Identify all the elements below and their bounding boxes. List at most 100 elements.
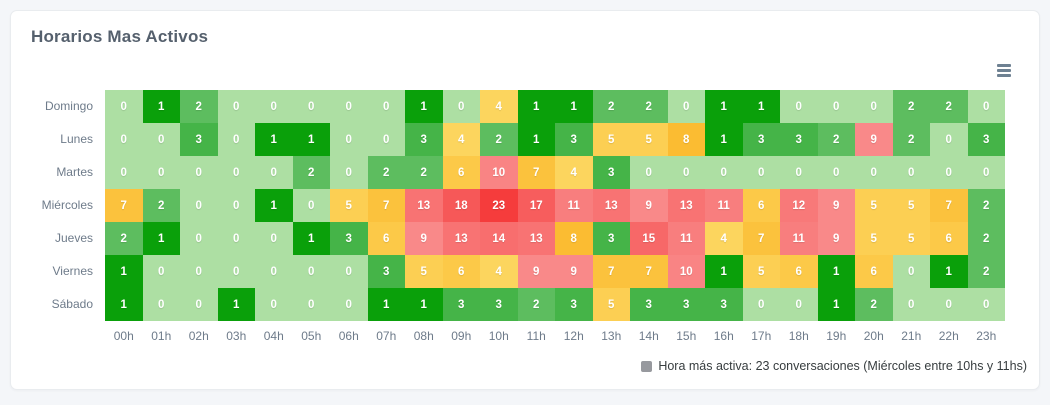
heatmap-cell[interactable]: 1 — [405, 90, 443, 123]
heatmap-cell[interactable]: 12 — [780, 189, 818, 222]
heatmap-cell[interactable]: 0 — [892, 288, 930, 321]
heatmap-cell[interactable]: 6 — [855, 255, 893, 288]
heatmap-cell[interactable]: 0 — [967, 156, 1005, 189]
heatmap-cell[interactable]: 0 — [142, 255, 180, 288]
heatmap-cell[interactable]: 4 — [480, 90, 518, 123]
heatmap-cell[interactable]: 4 — [480, 255, 518, 288]
heatmap-cell[interactable]: 1 — [255, 123, 293, 156]
heatmap-cell[interactable]: 0 — [930, 288, 968, 321]
heatmap-cell[interactable]: 11 — [667, 222, 705, 255]
heatmap-cell[interactable]: 0 — [255, 255, 293, 288]
heatmap-cell[interactable]: 0 — [105, 90, 143, 123]
heatmap-cell[interactable]: 1 — [930, 255, 968, 288]
heatmap-cell[interactable]: 1 — [255, 189, 293, 222]
heatmap-cell[interactable]: 0 — [180, 156, 218, 189]
heatmap-cell[interactable]: 0 — [892, 255, 930, 288]
heatmap-cell[interactable]: 0 — [330, 156, 368, 189]
heatmap-cell[interactable]: 0 — [367, 123, 405, 156]
heatmap-cell[interactable]: 13 — [667, 189, 705, 222]
heatmap-cell[interactable]: 3 — [967, 123, 1005, 156]
heatmap-cell[interactable]: 5 — [630, 123, 668, 156]
heatmap-cell[interactable]: 0 — [180, 222, 218, 255]
heatmap-cell[interactable]: 3 — [780, 123, 818, 156]
heatmap-cell[interactable]: 1 — [105, 288, 143, 321]
heatmap-cell[interactable]: 5 — [855, 222, 893, 255]
heatmap-cell[interactable]: 2 — [142, 189, 180, 222]
heatmap-cell[interactable]: 1 — [817, 255, 855, 288]
heatmap-cell[interactable]: 0 — [217, 156, 255, 189]
heatmap-cell[interactable]: 18 — [442, 189, 480, 222]
heatmap-cell[interactable]: 11 — [780, 222, 818, 255]
heatmap-cell[interactable]: 2 — [855, 288, 893, 321]
heatmap-cell[interactable]: 1 — [142, 222, 180, 255]
heatmap-cell[interactable]: 8 — [667, 123, 705, 156]
heatmap-cell[interactable]: 0 — [330, 90, 368, 123]
heatmap-cell[interactable]: 0 — [105, 123, 143, 156]
heatmap-cell[interactable]: 0 — [292, 189, 330, 222]
heatmap-cell[interactable]: 3 — [555, 288, 593, 321]
heatmap-cell[interactable]: 2 — [592, 90, 630, 123]
heatmap-cell[interactable]: 0 — [742, 156, 780, 189]
heatmap-cell[interactable]: 0 — [967, 288, 1005, 321]
heatmap-cell[interactable]: 2 — [817, 123, 855, 156]
heatmap-cell[interactable]: 5 — [855, 189, 893, 222]
heatmap-cell[interactable]: 14 — [480, 222, 518, 255]
heatmap-cell[interactable]: 0 — [292, 90, 330, 123]
heatmap-cell[interactable]: 2 — [105, 222, 143, 255]
hamburger-menu-icon[interactable] — [995, 62, 1013, 79]
heatmap-cell[interactable]: 15 — [630, 222, 668, 255]
heatmap-cell[interactable]: 0 — [217, 189, 255, 222]
heatmap-cell[interactable]: 3 — [480, 288, 518, 321]
heatmap-cell[interactable]: 3 — [592, 156, 630, 189]
heatmap-cell[interactable]: 7 — [367, 189, 405, 222]
heatmap-cell[interactable]: 6 — [742, 189, 780, 222]
heatmap-cell[interactable]: 5 — [892, 189, 930, 222]
heatmap-cell[interactable]: 1 — [517, 123, 555, 156]
heatmap-cell[interactable]: 0 — [217, 222, 255, 255]
heatmap-cell[interactable]: 0 — [255, 156, 293, 189]
heatmap-cell[interactable]: 0 — [667, 156, 705, 189]
heatmap-cell[interactable]: 0 — [442, 90, 480, 123]
heatmap-cell[interactable]: 2 — [967, 189, 1005, 222]
heatmap-cell[interactable]: 10 — [480, 156, 518, 189]
heatmap-cell[interactable]: 0 — [105, 156, 143, 189]
heatmap-cell[interactable]: 7 — [517, 156, 555, 189]
heatmap-cell[interactable]: 5 — [592, 288, 630, 321]
heatmap-cell[interactable]: 0 — [180, 288, 218, 321]
heatmap-cell[interactable]: 1 — [142, 90, 180, 123]
heatmap-cell[interactable]: 3 — [555, 123, 593, 156]
heatmap-cell[interactable]: 1 — [555, 90, 593, 123]
heatmap-cell[interactable]: 1 — [405, 288, 443, 321]
heatmap-cell[interactable]: 6 — [442, 255, 480, 288]
heatmap-cell[interactable]: 5 — [892, 222, 930, 255]
heatmap-cell[interactable]: 5 — [742, 255, 780, 288]
heatmap-cell[interactable]: 3 — [667, 288, 705, 321]
heatmap-cell[interactable]: 0 — [667, 90, 705, 123]
heatmap-cell[interactable]: 2 — [180, 90, 218, 123]
heatmap-cell[interactable]: 3 — [180, 123, 218, 156]
heatmap-cell[interactable]: 11 — [705, 189, 743, 222]
heatmap-cell[interactable]: 3 — [330, 222, 368, 255]
heatmap-cell[interactable]: 2 — [292, 156, 330, 189]
heatmap-cell[interactable]: 7 — [930, 189, 968, 222]
heatmap-cell[interactable]: 2 — [967, 255, 1005, 288]
heatmap-cell[interactable]: 1 — [105, 255, 143, 288]
heatmap-cell[interactable]: 0 — [930, 156, 968, 189]
heatmap-cell[interactable]: 0 — [967, 90, 1005, 123]
heatmap-cell[interactable]: 1 — [705, 90, 743, 123]
heatmap-cell[interactable]: 13 — [405, 189, 443, 222]
heatmap-cell[interactable]: 6 — [442, 156, 480, 189]
heatmap-cell[interactable]: 3 — [705, 288, 743, 321]
heatmap-cell[interactable]: 0 — [142, 288, 180, 321]
heatmap-cell[interactable]: 2 — [405, 156, 443, 189]
heatmap-cell[interactable]: 0 — [892, 156, 930, 189]
heatmap-cell[interactable]: 0 — [780, 156, 818, 189]
heatmap-cell[interactable]: 1 — [517, 90, 555, 123]
heatmap-cell[interactable]: 0 — [142, 123, 180, 156]
heatmap-cell[interactable]: 2 — [892, 90, 930, 123]
heatmap-cell[interactable]: 0 — [292, 288, 330, 321]
heatmap-cell[interactable]: 1 — [292, 123, 330, 156]
heatmap-cell[interactable]: 2 — [517, 288, 555, 321]
heatmap-cell[interactable]: 13 — [442, 222, 480, 255]
heatmap-cell[interactable]: 0 — [705, 156, 743, 189]
